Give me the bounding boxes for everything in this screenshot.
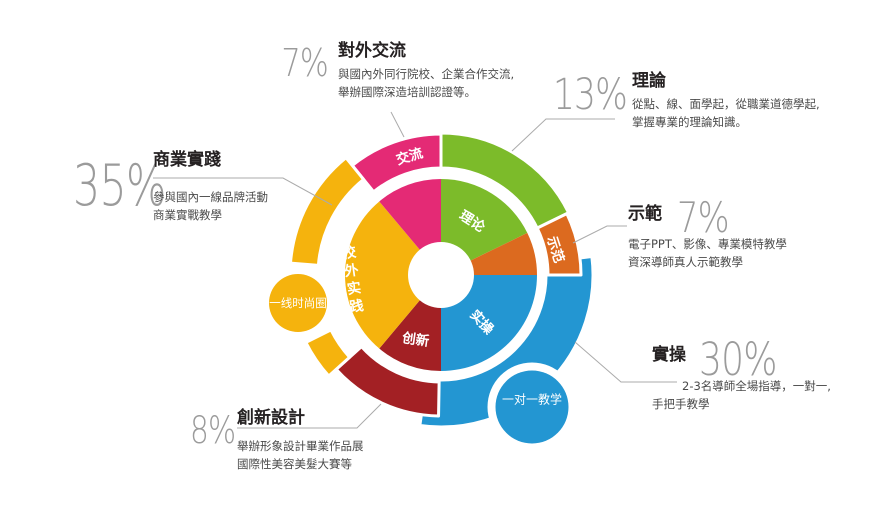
percentage-business: 35%	[73, 153, 167, 219]
desc-line: 手把手教學	[652, 396, 710, 411]
desc-line: 與國內外同行院校、企業合作交流,	[338, 67, 515, 81]
connector-theory	[511, 118, 615, 152]
desc-line: 資深導師真人示範教學	[628, 254, 743, 269]
callout-title-demo: 示範	[628, 204, 662, 224]
ring-demo	[535, 212, 583, 277]
desc-line: 國際性美容美髮大賽等	[237, 456, 352, 471]
segment-label-innovation: 创新	[401, 330, 431, 350]
desc-line: 商業實戰教學	[153, 207, 222, 222]
donut-hole	[408, 242, 474, 308]
percentage-innovation: 8%	[190, 409, 236, 452]
callout-desc-exchange: 與國內外同行院校、企業合作交流, 舉辦國際深造培訓認證等。	[338, 66, 514, 101]
percentage-practice: 30%	[699, 333, 777, 386]
percentage-demo: 7%	[677, 193, 730, 242]
wedge-practice	[441, 275, 537, 371]
callout-desc-theory: 從點、線、面學起，從職業道德學起, 掌握專業的理論知識。	[632, 96, 820, 131]
connector-innovation	[237, 403, 382, 429]
satellite-label-fashion: 一线时尚圈	[269, 296, 327, 310]
connector-business	[153, 177, 333, 206]
connector-demo	[572, 225, 627, 244]
desc-line: 參與國內一線品牌活動	[153, 190, 268, 204]
callout-title-theory: 理論	[632, 71, 666, 91]
callout-title-practice: 實操	[652, 345, 686, 365]
percentage-theory: 13%	[552, 70, 628, 120]
ring-business-upper	[288, 156, 366, 267]
satellite-fashion-circle	[269, 274, 327, 332]
callout-desc-practice: 2-3名導師全場指導，一對一, 手把手教學	[652, 378, 831, 413]
callout-title-business: 商業實踐	[153, 150, 221, 170]
percentage-exchange: 7%	[281, 41, 328, 85]
callout-title-exchange: 對外交流	[338, 41, 406, 61]
ring-practice	[418, 254, 595, 429]
callout-desc-innovation: 舉辦形象設計畢業作品展 國際性美容美髮大賽等	[237, 438, 364, 473]
desc-line: 掌握專業的理論知識。	[632, 114, 747, 129]
wedge-business	[344, 201, 441, 349]
connector-practice	[574, 341, 677, 383]
ring-theory	[439, 131, 571, 230]
callout-desc-business: 參與國內一線品牌活動 商業實戰教學	[153, 189, 268, 224]
ring-business-lower	[304, 328, 352, 378]
desc-line: 舉辦國際深造培訓認證等。	[338, 84, 476, 99]
satellite-label-teaching: 一对一教学	[501, 392, 563, 407]
desc-line: 從點、線、面學起，從職業道德學起,	[632, 97, 820, 111]
satellite-teaching-circle	[495, 370, 569, 444]
desc-line: 舉辦形象設計畢業作品展	[237, 439, 364, 453]
callout-desc-demo: 電子PPT、影像、專業模特教學 資深導師真人示範教學	[628, 236, 787, 271]
desc-line: 2-3名導師全場指導，一對一,	[682, 379, 831, 393]
callout-title-innovation: 創新設計	[237, 408, 305, 428]
connector-exchange	[390, 111, 405, 138]
desc-line: 電子PPT、影像、專業模特教學	[628, 237, 787, 251]
